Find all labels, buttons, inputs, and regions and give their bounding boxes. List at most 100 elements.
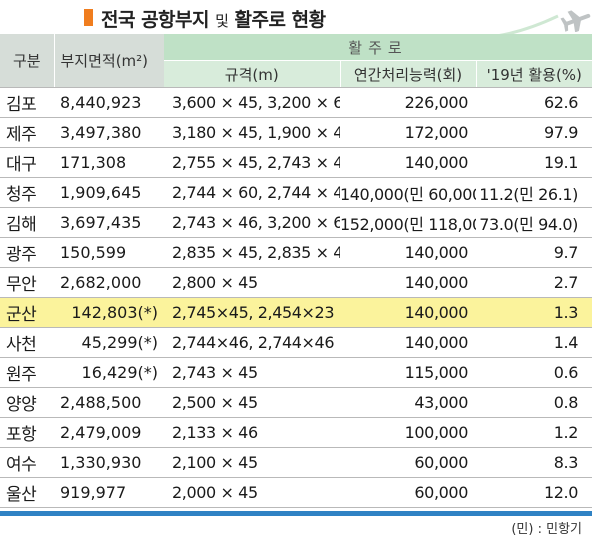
header-capacity: 연간처리능력(회) — [340, 60, 477, 88]
table-row: 무안 2,682,000 2,800 × 45 140,000 2.7 — [0, 267, 593, 298]
capacity-cell: 140,000 — [340, 237, 476, 268]
runway-size-cell: 3,180 × 45, 1,900 × 45 — [164, 117, 340, 148]
usage-cell: 0.8 — [476, 387, 593, 418]
runway-size-cell: 2,835 × 45, 2,835 × 45 — [164, 237, 340, 268]
table-row: 군산 142,803(*) 2,745×45, 2,454×23 140,000 1.3 — [0, 297, 593, 328]
capacity-cell: 140,000(민 60,000) — [340, 177, 476, 208]
header-runway-group: 활주로 — [164, 34, 593, 61]
header-size: 규격(m) — [164, 60, 341, 88]
airport-name-cell: 김해 — [0, 207, 54, 238]
runway-size-cell: 2,133 × 46 — [164, 417, 340, 448]
table-row: 김포 8,440,923 3,600 × 45, 3,200 × 60 226,000… — [0, 87, 593, 118]
area-cell: 171,308 — [54, 147, 164, 178]
runway-size-cell: 2,745×45, 2,454×23 — [164, 297, 340, 328]
airport-name-cell: 여수 — [0, 447, 54, 478]
usage-cell: 19.1 — [476, 147, 593, 178]
airport-name-cell: 제주 — [0, 117, 54, 148]
table-row: 원주 16,429(*) 2,743 × 45 115,000 0.6 — [0, 357, 593, 388]
title-bar: 전국 공항부지 및 활주로 현황 — [0, 0, 600, 34]
airport-table: 구분 부지면적(m²) 활주로 규격(m) 연간처리능력(회) '19년 활용(… — [0, 34, 593, 508]
bottom-divider — [0, 511, 592, 516]
capacity-cell: 140,000 — [340, 267, 476, 298]
usage-cell: 8.3 — [476, 447, 593, 478]
runway-size-cell: 2,800 × 45 — [164, 267, 340, 298]
title-marker — [84, 9, 93, 26]
usage-cell: 0.6 — [476, 357, 593, 388]
area-cell: 150,599 — [54, 237, 164, 268]
header-area: 부지면적(m²) — [54, 34, 164, 88]
table-row: 대구 171,308 2,755 × 45, 2,743 × 45 140,000 19… — [0, 147, 593, 178]
area-cell: 2,479,009 — [54, 417, 164, 448]
runway-size-cell: 2,755 × 45, 2,743 × 45 — [164, 147, 340, 178]
capacity-cell: 60,000 — [340, 447, 476, 478]
capacity-cell: 152,000(민 118,000) — [340, 207, 476, 238]
table-row: 울산 919,977 2,000 × 45 60,000 12.0 — [0, 477, 593, 508]
table-row: 여수 1,330,930 2,100 × 45 60,000 8.3 — [0, 447, 593, 478]
area-cell: 3,697,435 — [54, 207, 164, 238]
table-row: 김해 3,697,435 2,743 × 46, 3,200 × 60 152,000… — [0, 207, 593, 238]
airplane-icon — [560, 10, 591, 32]
header-usage: '19년 활용(%) — [476, 60, 593, 88]
airport-name-cell: 김포 — [0, 87, 54, 118]
runway-size-cell: 2,100 × 45 — [164, 447, 340, 478]
title-part-2: 및 — [215, 12, 229, 30]
page-title: 전국 공항부지 및 활주로 현황 — [101, 5, 326, 32]
usage-cell: 2.7 — [476, 267, 593, 298]
airport-name-cell: 군산 — [0, 297, 54, 328]
capacity-cell: 115,000 — [340, 357, 476, 388]
capacity-cell: 140,000 — [340, 327, 476, 358]
capacity-cell: 60,000 — [340, 477, 476, 508]
area-cell: 8,440,923 — [54, 87, 164, 118]
title-part-3: 활주로 현황 — [228, 9, 327, 31]
header-gubun: 구분 — [0, 34, 55, 88]
airport-name-cell: 광주 — [0, 237, 54, 268]
usage-cell: 62.6 — [476, 87, 593, 118]
airport-name-cell: 원주 — [0, 357, 54, 388]
runway-size-cell: 2,500 × 45 — [164, 387, 340, 418]
airport-name-cell: 무안 — [0, 267, 54, 298]
usage-cell: 9.7 — [476, 237, 593, 268]
usage-cell: 12.0 — [476, 477, 593, 508]
runway-size-cell: 2,000 × 45 — [164, 477, 340, 508]
title-part-1: 전국 공항부지 — [101, 9, 216, 31]
usage-cell: 1.2 — [476, 417, 593, 448]
table-row: 사천 45,299(*) 2,744×46, 2,744×46 140,000 1.4 — [0, 327, 593, 358]
capacity-cell: 43,000 — [340, 387, 476, 418]
runway-size-cell: 3,600 × 45, 3,200 × 60 — [164, 87, 340, 118]
usage-cell: 97.9 — [476, 117, 593, 148]
airport-name-cell: 대구 — [0, 147, 54, 178]
area-cell: 3,497,380 — [54, 117, 164, 148]
capacity-cell: 172,000 — [340, 117, 476, 148]
table-row: 양양 2,488,500 2,500 × 45 43,000 0.8 — [0, 387, 593, 418]
area-cell: 1,330,930 — [54, 447, 164, 478]
area-cell: 2,682,000 — [54, 267, 164, 298]
table-row: 포항 2,479,009 2,133 × 46 100,000 1.2 — [0, 417, 593, 448]
airport-name-cell: 양양 — [0, 387, 54, 418]
airport-name-cell: 사천 — [0, 327, 54, 358]
capacity-cell: 140,000 — [340, 147, 476, 178]
runway-size-cell: 2,743 × 45 — [164, 357, 340, 388]
airport-name-cell: 청주 — [0, 177, 54, 208]
table-body: 김포 8,440,923 3,600 × 45, 3,200 × 60 226,000… — [0, 87, 593, 508]
footnote: (민) : 민항기 — [511, 522, 582, 537]
capacity-cell: 140,000 — [340, 297, 476, 328]
area-cell: 45,299(*) — [54, 327, 164, 358]
table-row: 청주 1,909,645 2,744 × 60, 2,744 × 45 140,000… — [0, 177, 593, 208]
table-row: 광주 150,599 2,835 × 45, 2,835 × 45 140,000 9.… — [0, 237, 593, 268]
area-cell: 16,429(*) — [54, 357, 164, 388]
usage-cell: 11.2(민 26.1) — [476, 177, 593, 208]
area-cell: 2,488,500 — [54, 387, 164, 418]
capacity-cell: 226,000 — [340, 87, 476, 118]
area-cell: 1,909,645 — [54, 177, 164, 208]
airport-name-cell: 포항 — [0, 417, 54, 448]
capacity-cell: 100,000 — [340, 417, 476, 448]
runway-size-cell: 2,744×46, 2,744×46 — [164, 327, 340, 358]
usage-cell: 73.0(민 94.0) — [476, 207, 593, 238]
area-cell: 919,977 — [54, 477, 164, 508]
table-row: 제주 3,497,380 3,180 × 45, 1,900 × 45 172,000… — [0, 117, 593, 148]
runway-size-cell: 2,743 × 46, 3,200 × 60 — [164, 207, 340, 238]
usage-cell: 1.4 — [476, 327, 593, 358]
area-cell: 142,803(*) — [54, 297, 164, 328]
airport-name-cell: 울산 — [0, 477, 54, 508]
usage-cell: 1.3 — [476, 297, 593, 328]
